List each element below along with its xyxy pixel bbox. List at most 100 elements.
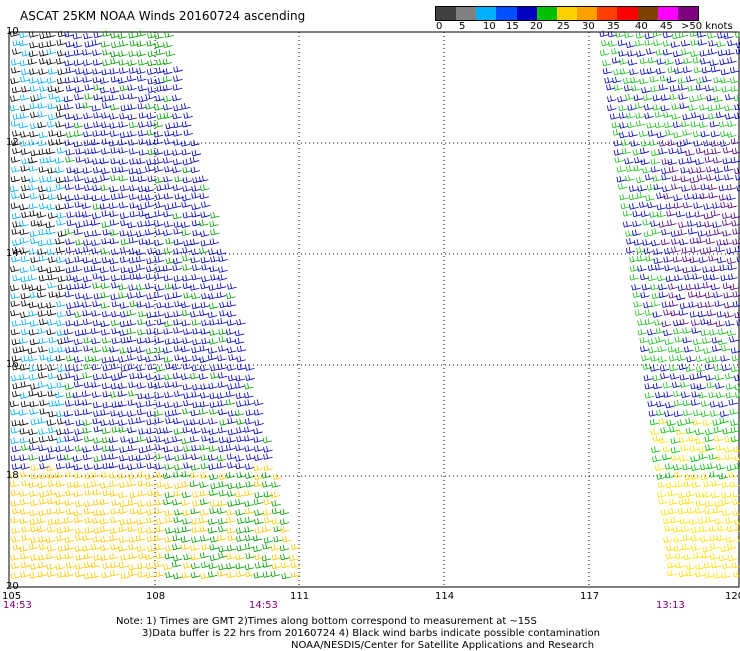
wind-barb bbox=[110, 50, 120, 58]
wind-barb bbox=[38, 185, 48, 193]
wind-barb bbox=[236, 471, 246, 479]
wind-barb bbox=[695, 158, 705, 165]
wind-barb bbox=[92, 184, 102, 192]
wind-barb bbox=[145, 347, 156, 355]
wind-barb bbox=[697, 94, 707, 101]
wind-barb bbox=[165, 362, 175, 370]
wind-barb bbox=[702, 545, 712, 553]
wind-barb bbox=[183, 553, 193, 561]
wind-barb bbox=[208, 293, 218, 300]
wind-barb bbox=[54, 399, 65, 407]
wind-barb bbox=[709, 471, 720, 478]
wind-barb bbox=[723, 32, 734, 40]
wind-barb bbox=[47, 446, 57, 453]
wind-barb bbox=[74, 500, 85, 508]
wind-barb bbox=[640, 140, 651, 147]
wind-barb bbox=[618, 50, 628, 57]
wind-barb bbox=[21, 444, 31, 451]
wind-barb bbox=[91, 355, 101, 362]
wind-barb bbox=[690, 50, 700, 57]
wind-barb bbox=[147, 247, 157, 255]
wind-barb bbox=[727, 263, 737, 271]
wind-barb bbox=[91, 104, 102, 112]
wind-barb bbox=[210, 364, 220, 372]
wind-barb bbox=[207, 527, 218, 534]
wind-barb bbox=[36, 284, 47, 292]
wind-barb bbox=[671, 238, 681, 245]
note-line-1: Note: 1) Times are GMT 2)Times along bot… bbox=[116, 616, 537, 627]
wind-barb bbox=[270, 544, 281, 551]
wind-barb bbox=[227, 500, 237, 507]
wind-barb bbox=[173, 445, 184, 453]
wind-barb bbox=[110, 543, 120, 551]
wind-barb bbox=[127, 499, 138, 506]
wind-barb bbox=[708, 40, 718, 47]
wind-barb bbox=[618, 58, 629, 65]
wind-barb bbox=[686, 75, 696, 83]
wind-barb bbox=[37, 310, 48, 317]
wind-barb bbox=[209, 220, 219, 228]
wind-barb bbox=[723, 291, 733, 299]
wind-barb bbox=[637, 265, 647, 272]
wind-barb bbox=[64, 228, 75, 235]
wind-barb bbox=[657, 345, 667, 353]
wind-barb bbox=[127, 221, 137, 229]
wind-barb bbox=[641, 283, 652, 291]
wind-barb bbox=[126, 328, 137, 335]
wind-barb bbox=[191, 273, 201, 281]
wind-barb bbox=[244, 418, 255, 425]
wind-barb bbox=[190, 256, 201, 264]
wind-barb bbox=[83, 130, 93, 138]
wind-barb bbox=[83, 482, 93, 489]
wind-barb bbox=[714, 517, 725, 525]
wind-barb bbox=[730, 76, 740, 84]
wind-barb bbox=[679, 374, 690, 381]
wind-barb bbox=[716, 311, 727, 318]
wind-barb bbox=[226, 553, 236, 560]
wind-barb bbox=[48, 480, 58, 487]
wind-barb bbox=[677, 147, 687, 154]
wind-barb bbox=[56, 300, 66, 308]
wind-barb bbox=[136, 337, 147, 344]
wind-barb bbox=[639, 57, 650, 65]
wind-barb bbox=[30, 525, 40, 532]
wind-barb bbox=[263, 464, 273, 472]
wind-barb bbox=[91, 310, 101, 317]
wind-barb bbox=[642, 219, 652, 226]
wind-barb bbox=[109, 355, 119, 363]
wind-barb bbox=[110, 319, 121, 327]
wind-barb bbox=[100, 274, 110, 282]
wind-barb bbox=[47, 282, 57, 289]
wind-barb bbox=[65, 66, 76, 74]
wind-barb bbox=[93, 93, 103, 101]
wind-barb bbox=[730, 138, 740, 145]
wind-barb bbox=[199, 364, 210, 372]
wind-barb bbox=[639, 77, 649, 85]
wind-barb bbox=[101, 571, 111, 579]
wind-barb bbox=[208, 445, 219, 452]
colorbar-label: 25 bbox=[557, 21, 570, 32]
wind-barb bbox=[10, 309, 20, 317]
wind-barb bbox=[119, 112, 129, 120]
wind-barb bbox=[173, 104, 183, 112]
wind-barb bbox=[272, 473, 283, 481]
wind-barb bbox=[19, 364, 30, 371]
wind-barb bbox=[10, 500, 21, 507]
wind-barb bbox=[721, 212, 732, 219]
wind-barb bbox=[20, 471, 30, 478]
wind-barb bbox=[136, 230, 146, 238]
wind-barb bbox=[191, 391, 201, 398]
wind-barb bbox=[84, 489, 95, 496]
wind-barb bbox=[711, 355, 722, 363]
wind-barb bbox=[47, 489, 57, 496]
wind-barb bbox=[681, 247, 692, 254]
wind-barb bbox=[680, 166, 690, 174]
wind-barb bbox=[119, 518, 129, 526]
wind-barb bbox=[128, 552, 139, 560]
wind-barb bbox=[20, 328, 31, 336]
wind-barb bbox=[189, 238, 200, 246]
wind-barb bbox=[66, 211, 76, 218]
wind-barb bbox=[245, 374, 255, 381]
wind-barb bbox=[698, 453, 708, 460]
wind-barb bbox=[146, 509, 156, 516]
